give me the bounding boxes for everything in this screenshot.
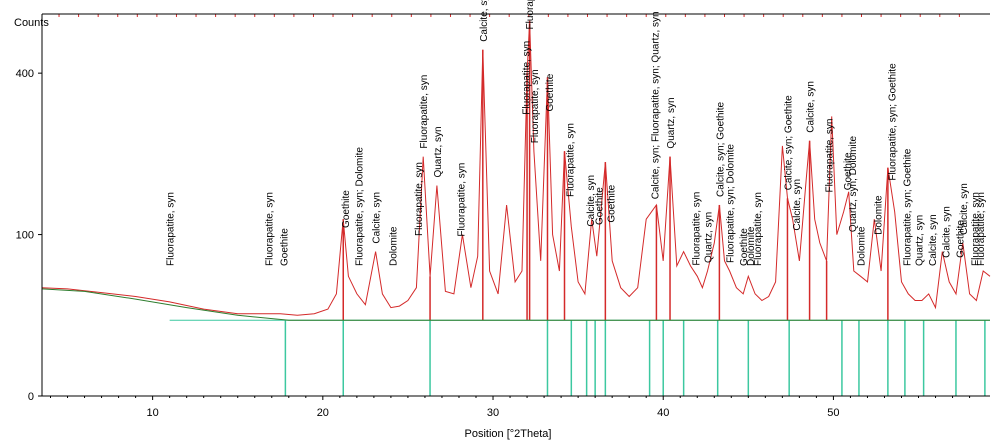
x-tick-label: 30	[487, 407, 499, 419]
peak-label: Dolomite	[746, 226, 757, 266]
peak-label: Fluorapatite, syn; Dolomite	[726, 144, 737, 263]
peak-label: Fluorapatite, syn	[457, 163, 468, 237]
peak-label: Calcite, syn	[806, 81, 817, 133]
peak-label: Fluorapatite, syn; Goethite	[903, 148, 914, 266]
x-tick-label: 10	[147, 407, 159, 419]
peak-label: Dolomite	[874, 195, 885, 235]
y-axis-title: Counts	[14, 17, 49, 29]
y-tick-label: 400	[16, 68, 34, 80]
x-tick-label: 40	[657, 407, 669, 419]
series-layer	[41, 20, 991, 321]
peak-label: Fluorapatite, syn	[976, 192, 987, 266]
peak-label: Calcite, syn; Goethite	[783, 95, 794, 190]
peak-label: Fluorapatite, syn; Dolomite	[355, 147, 366, 266]
peak-label: Goethite	[739, 228, 750, 266]
x-axis-title: Position [°2Theta]	[465, 428, 552, 440]
peak-label: Fluorapatite, syn	[414, 162, 425, 236]
peak-label: Goethite	[280, 228, 291, 266]
peak-label: Fluorapatite, syn	[166, 192, 177, 266]
peak-label: Quartz, syn	[666, 97, 677, 148]
peak-label: Quartz, syn	[915, 215, 926, 266]
peak-label: Calcite, syn	[372, 192, 383, 244]
peak-label: Fluorapatite, syn	[264, 192, 275, 266]
peak-labels: Fluorapatite, syn Fluorapatite, syn Goethi…	[166, 0, 987, 266]
y-tick-label: 100	[16, 230, 34, 242]
peak-label: Dolomite	[857, 226, 868, 266]
peak-label: Fluorapatite, syn	[525, 0, 536, 29]
peak-label: Fluorapatite, syn	[530, 69, 541, 143]
peak-label: Fluorapatite, syn	[692, 192, 703, 266]
peak-label: Fluorapatite, syn	[419, 75, 430, 149]
peak-label: Fluorapatite, syn	[824, 119, 835, 193]
peak-label: Quartz, syn; Dolomite	[848, 135, 859, 232]
peak-label: Goethite	[545, 73, 556, 111]
peak-label: Dolomite	[389, 226, 400, 266]
peak-label: Fluorapatite, syn	[566, 123, 577, 197]
peak-label: Goethite	[341, 190, 352, 228]
peak-label: Fluorapatite, syn	[971, 192, 982, 266]
peak-label: Goethite	[955, 220, 966, 258]
observed-pattern-line	[41, 20, 991, 316]
peak-label: Goethite	[843, 152, 854, 190]
peak-label: Calcite, syn	[928, 214, 939, 266]
background-fit-line	[41, 288, 990, 321]
peak-label: Fluorapatite, syn	[521, 41, 532, 115]
peak-label: Goethite	[595, 187, 606, 225]
axes: 10 20 30 40 50 0 100 400	[16, 13, 990, 419]
peak-label: Fluorapatite, syn; Goethite	[887, 63, 898, 181]
peak-label: Calcite, syn; Goethite	[715, 102, 726, 197]
x-tick-label: 20	[317, 407, 329, 419]
peak-label: Goethite	[606, 184, 617, 222]
peak-label: Calcite, syn	[479, 0, 490, 42]
peak-label: Quartz, syn	[433, 126, 444, 177]
peak-label: Quartz, syn	[703, 212, 714, 263]
reference-sticks	[169, 319, 990, 396]
peak-label: Calcite, syn; Fluorapatite, syn; Quartz,…	[651, 11, 662, 199]
peak-sticks	[342, 20, 889, 321]
peak-label: Calcite, syn	[792, 179, 803, 231]
peak-label: Calcite, syn	[959, 183, 970, 235]
peak-label: Calcite, syn	[942, 206, 953, 258]
peak-label: Calcite, syn	[586, 175, 597, 227]
x-tick-label: 50	[827, 407, 839, 419]
y-tick-label: 0	[28, 391, 34, 403]
peak-label: Fluorapatite, syn	[753, 192, 764, 266]
